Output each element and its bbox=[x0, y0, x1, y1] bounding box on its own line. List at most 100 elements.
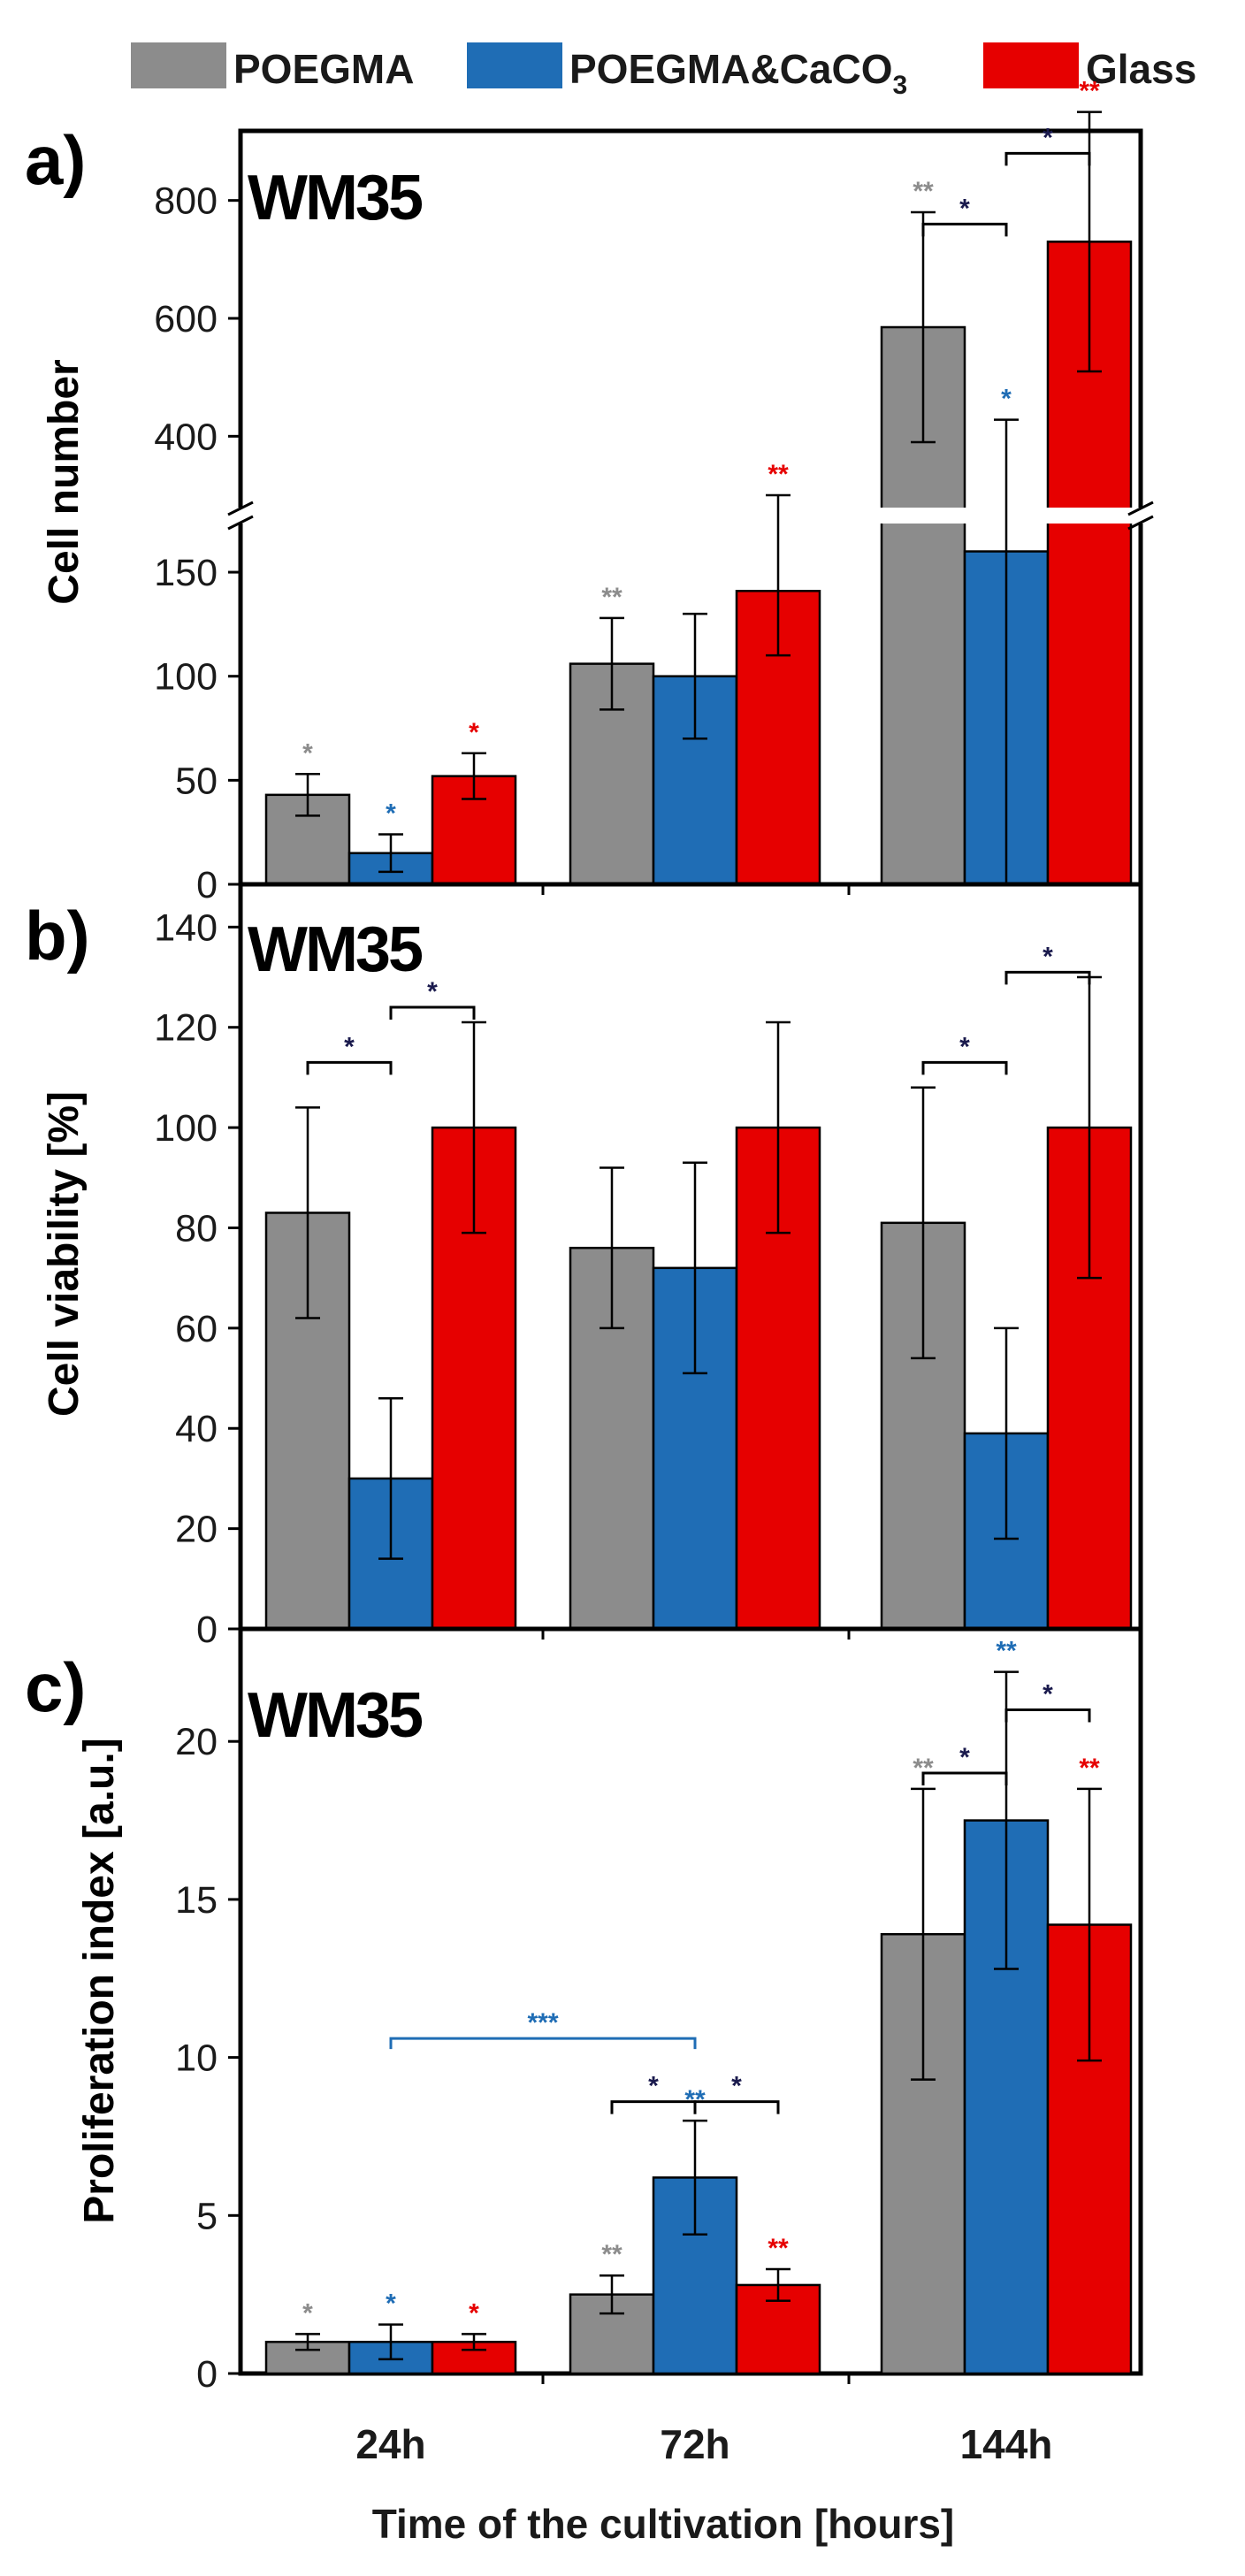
panel-a-y-tick-label: 100 bbox=[154, 656, 218, 699]
panel-a-significance-glass-24h: * bbox=[469, 718, 479, 747]
panel-a-bracket-label: * bbox=[1043, 123, 1053, 152]
panel-c-y-tick-label: 0 bbox=[196, 2353, 218, 2396]
panel-a-error-bar-poegma-caco3-72h bbox=[683, 612, 707, 740]
panel-b-y-tick-label: 100 bbox=[154, 1107, 218, 1150]
panel-c-significance-bracket bbox=[921, 1771, 1008, 1785]
panel-c-bracket-label: * bbox=[731, 2072, 742, 2101]
panel-c-significance-poegma-caco3-72h: ** bbox=[684, 2085, 706, 2114]
panel-b-y-tick-label: 20 bbox=[175, 1509, 218, 1551]
panel-a-y-tick-label: 150 bbox=[154, 552, 218, 594]
panel-c-y-axis-label: Proliferation index [a.u.] bbox=[76, 1738, 123, 2223]
panel-c-error-bar-glass-72h bbox=[766, 2267, 791, 2303]
panel-c-bracket-label: * bbox=[648, 2072, 659, 2101]
panel-c-label: c) bbox=[25, 1648, 86, 1726]
panel-b-error-bar-glass-24h bbox=[462, 1020, 486, 1234]
panel-a-significance-poegma-72h: ** bbox=[601, 583, 622, 612]
panel-a-y-axis-label: Cell number bbox=[41, 359, 88, 604]
panel-c-long-significance-bracket bbox=[389, 2037, 697, 2050]
panel-c-error-bar-glass-24h bbox=[462, 2333, 486, 2351]
panel-c-title: WM35 bbox=[248, 1680, 423, 1751]
panel-b-label: b) bbox=[25, 897, 90, 975]
panel-b-bracket-label: * bbox=[427, 977, 438, 1006]
panel-b-y-tick-label: 40 bbox=[175, 1408, 218, 1450]
panel-c-y-tick-label: 10 bbox=[175, 2037, 218, 2080]
panel-b-cell-viability: b) WM35 Cell viability [%] 0 20 40 60 80 100 1… bbox=[25, 882, 1143, 1651]
panel-b-bracket-label: * bbox=[344, 1032, 355, 1061]
panel-c-significance-bracket bbox=[1004, 1708, 1091, 1723]
panel-c-significance-poegma-caco3-144h: ** bbox=[996, 1637, 1017, 1666]
panel-a-axis-break-mark bbox=[1127, 501, 1154, 531]
panel-c-significance-glass-144h: ** bbox=[1079, 1754, 1100, 1783]
panel-b-bracket-label: * bbox=[959, 1032, 970, 1061]
panel-a-significance-bracket bbox=[921, 222, 1008, 237]
panel-b-y-axis-label: Cell viability [%] bbox=[41, 1091, 88, 1417]
panel-c-significance-poegma-24h: * bbox=[302, 2298, 313, 2328]
panel-c-error-bar-glass-144h bbox=[1077, 1787, 1102, 2062]
panel-a-error-bar-poegma-72h bbox=[600, 616, 624, 711]
panel-a-significance-poegma-caco3-144h: * bbox=[1001, 385, 1012, 414]
panel-a-significance-poegma-24h: * bbox=[302, 738, 313, 768]
panel-a-significance-bracket bbox=[1004, 151, 1091, 166]
chart-legend: POEGMA POEGMA&CaCO3 Glass bbox=[131, 42, 1196, 100]
panel-b-error-bar-poegma-caco3-24h bbox=[378, 1396, 403, 1560]
x-tick-label-24h: 24h bbox=[355, 2421, 425, 2467]
panel-a-significance-glass-72h: ** bbox=[768, 460, 789, 489]
panel-b-marks: 0 20 40 60 80 100 120 140 * * * * bbox=[154, 882, 1143, 1651]
panel-c-y-tick-label: 20 bbox=[175, 1721, 218, 1763]
x-axis: 24h 72h 144h Time of the cultivation [ho… bbox=[355, 2421, 1052, 2547]
panel-c-significance-poegma-caco3-24h: * bbox=[386, 2289, 396, 2319]
panel-a-axis-break-mark bbox=[227, 501, 254, 531]
panel-a-bracket-label: * bbox=[959, 194, 970, 223]
panel-b-y-tick-label: 140 bbox=[154, 906, 218, 949]
panel-b-significance-bracket bbox=[389, 1005, 476, 1020]
legend-label-poegma-caco3: POEGMA&CaCO3 bbox=[569, 46, 907, 100]
panel-b-error-bar-glass-72h bbox=[766, 1020, 791, 1234]
panel-a-error-bar-poegma-144h bbox=[911, 210, 936, 444]
panel-c-proliferation-index: c) WM35 Proliferation index [a.u.] 0 5 10 1… bbox=[25, 1626, 1143, 2396]
panel-c-y-tick-label: 5 bbox=[196, 2195, 218, 2237]
panel-b-significance-bracket bbox=[921, 1060, 1008, 1075]
panel-b-error-bar-poegma-caco3-144h bbox=[994, 1326, 1019, 1540]
panel-b-y-tick-label: 0 bbox=[196, 1609, 218, 1651]
panel-a-y-tick-label: 400 bbox=[154, 416, 218, 458]
panel-a-significance-poegma-caco3-24h: * bbox=[386, 799, 396, 829]
panel-a-significance-glass-144h: ** bbox=[1079, 77, 1100, 106]
panel-a-error-bar-glass-72h bbox=[766, 493, 791, 657]
legend-swatch-glass bbox=[983, 42, 1079, 88]
legend-swatch-poegma-caco3 bbox=[467, 42, 562, 88]
panel-c-error-bar-poegma-caco3-72h bbox=[683, 2119, 707, 2236]
panel-b-title: WM35 bbox=[248, 914, 423, 985]
panel-b-bracket-label: * bbox=[1043, 942, 1053, 971]
legend-swatch-poegma bbox=[131, 42, 226, 88]
panel-a-y-tick-label: 600 bbox=[154, 298, 218, 340]
legend-label-glass: Glass bbox=[1086, 46, 1196, 92]
panel-a-cell-number: a) WM35 Cell number 050100150400600800**… bbox=[25, 77, 1167, 906]
panel-b-error-bar-poegma-caco3-72h bbox=[683, 1161, 707, 1375]
panel-c-significance-poegma-144h: ** bbox=[913, 1754, 934, 1783]
panel-c-significance-glass-72h: ** bbox=[768, 2234, 789, 2263]
panel-a-error-bar-poegma-caco3-24h bbox=[378, 833, 403, 874]
legend-label-poegma: POEGMA bbox=[233, 46, 414, 92]
panel-c-error-bar-poegma-caco3-24h bbox=[378, 2323, 403, 2361]
panel-c-significance-bracket bbox=[610, 2100, 697, 2114]
x-tick-label-72h: 72h bbox=[660, 2421, 729, 2467]
panel-c-y-tick-label: 15 bbox=[175, 1879, 218, 1922]
panel-c-significance-glass-24h: * bbox=[469, 2298, 479, 2328]
panel-c-error-bar-poegma-24h bbox=[295, 2333, 320, 2351]
x-tick-label-144h: 144h bbox=[960, 2421, 1053, 2467]
panel-a-error-bar-poegma-24h bbox=[295, 773, 320, 817]
panel-b-error-bar-poegma-24h bbox=[295, 1106, 320, 1319]
panel-a-title: WM35 bbox=[248, 163, 423, 233]
panel-b-significance-bracket bbox=[306, 1060, 393, 1075]
panel-a-axis-break-gap bbox=[214, 508, 1167, 524]
panel-c-bracket-label: * bbox=[1043, 1679, 1053, 1708]
panel-b-y-tick-label: 120 bbox=[154, 1007, 218, 1050]
panel-b-y-tick-label: 60 bbox=[175, 1308, 218, 1350]
x-axis-label: Time of the cultivation [hours] bbox=[372, 2501, 955, 2547]
panel-c-significance-bracket bbox=[693, 2100, 780, 2114]
panel-c-significance-poegma-72h: ** bbox=[601, 2240, 622, 2269]
panel-c-long-bracket-label: *** bbox=[527, 2008, 558, 2037]
panel-a-error-bar-glass-24h bbox=[462, 752, 486, 800]
